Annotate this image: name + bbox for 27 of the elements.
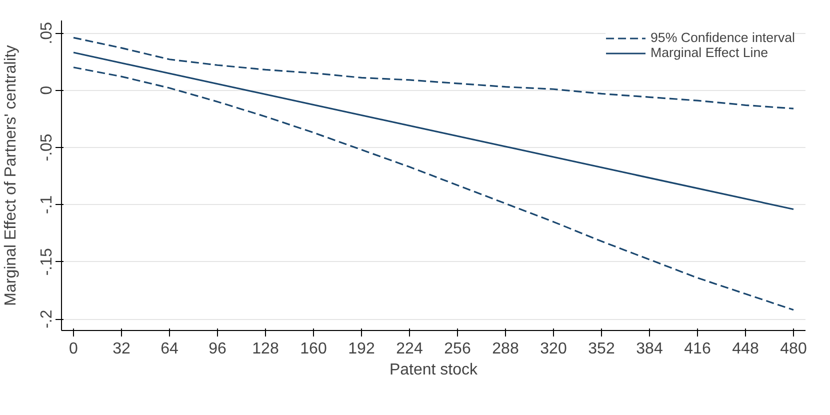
x-tick-label: 480 xyxy=(780,340,807,358)
x-axis-title: Patent stock xyxy=(389,362,479,378)
x-tick-label: 128 xyxy=(252,340,279,358)
y-tick-label: -.2 xyxy=(38,310,56,328)
x-tick-label: 416 xyxy=(684,340,711,358)
x-tick-label: 96 xyxy=(208,340,226,358)
x-tick-label: 32 xyxy=(112,340,130,358)
x-tick-label: 224 xyxy=(396,340,423,358)
x-tick-label: 160 xyxy=(300,340,327,358)
y-tick-label: -.05 xyxy=(38,134,56,162)
x-tick-label: 256 xyxy=(444,340,471,358)
x-tick-label: 448 xyxy=(732,340,759,358)
x-tick-label: 320 xyxy=(540,340,567,358)
y-tick-label: 0 xyxy=(38,86,56,95)
x-tick-label: 384 xyxy=(636,340,663,358)
x-tick-label: 64 xyxy=(160,340,178,358)
legend-label: 95% Confidence interval xyxy=(650,30,795,45)
y-tick-label: -.15 xyxy=(38,248,56,276)
line-series xyxy=(72,66,794,311)
x-tick-label: 0 xyxy=(69,340,78,358)
legend-label: Marginal Effect Line xyxy=(650,45,768,60)
x-tick-label: 288 xyxy=(492,340,519,358)
y-tick-label: .05 xyxy=(38,22,56,44)
y-axis-title: Marginal Effect of Partners' centrality xyxy=(2,45,20,306)
x-tick-label: 192 xyxy=(348,340,375,358)
x-tick-label: 352 xyxy=(588,340,615,358)
y-tick-label: -.1 xyxy=(38,195,56,214)
